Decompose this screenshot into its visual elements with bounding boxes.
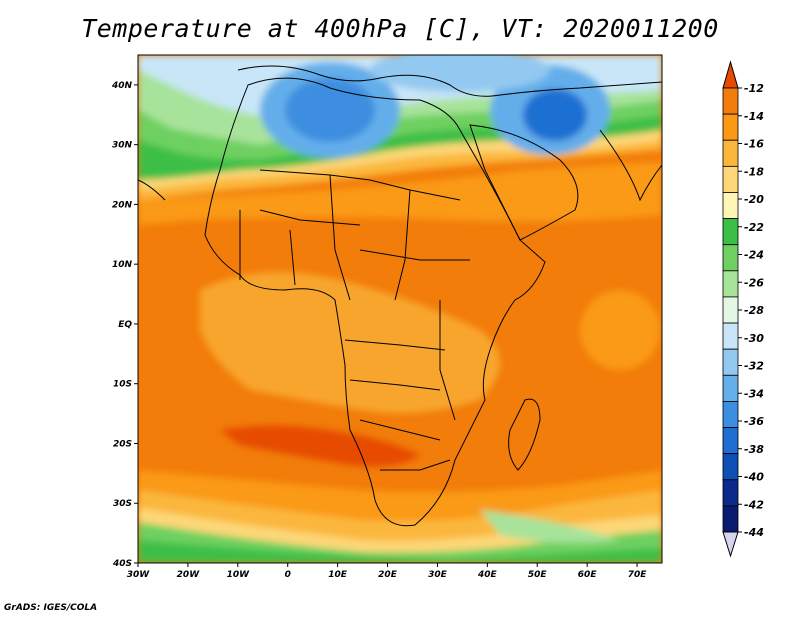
colorbar-segment [722, 348, 739, 376]
lon-tick-label: 10W [227, 570, 251, 580]
colorbar-label: -42 [744, 498, 764, 511]
colorbar-bottom-cap [722, 531, 739, 558]
colorbar-label: -44 [744, 526, 764, 539]
colorbar-segment [722, 270, 739, 298]
colorbar-segment [722, 374, 739, 402]
colorbar-label: -40 [744, 471, 764, 484]
colorbar-label: -34 [744, 387, 764, 400]
lon-tick-label: 0 [285, 570, 291, 580]
lat-tick-label: 10S [113, 380, 132, 390]
lat-tick-label: 40N [111, 81, 133, 91]
colorbar-label: -24 [744, 249, 764, 262]
colorbar-label: -18 [744, 165, 764, 178]
colorbar-segment [722, 218, 739, 246]
colorbar-label: -38 [744, 443, 764, 456]
colorbar-label: -14 [744, 110, 764, 123]
colorbar-label: -26 [744, 276, 764, 289]
colorbar-segment [722, 505, 739, 533]
longitude-axis: 30W 20W 10W 0 10E 20E 30E 40E 50E 60E 70E [127, 563, 647, 580]
colorbar-segment [722, 453, 739, 481]
africa-coastline [138, 65, 662, 527]
credit-text: GrADS: IGES/COLA [4, 603, 98, 613]
lat-tick-label: 20N [112, 200, 133, 210]
lon-tick-label: 30E [428, 570, 448, 580]
colorbar-top-cap [722, 60, 739, 89]
lat-tick-label: 30S [113, 499, 132, 509]
colorbar-segment [722, 192, 739, 219]
colorbar-segment [722, 87, 739, 115]
colorbar-segment [722, 401, 739, 428]
colorbar-segment [722, 296, 739, 324]
latitude-axis: 40N 30N 20N 10N EQ 10S 20S 30S 40S [111, 81, 138, 569]
lon-tick-label: 10E [328, 570, 348, 580]
colorbar: -12 -14 -16 -18 -20 -22 -24 -26 -28 -30 -32 -34 -36 -… [722, 60, 764, 558]
lat-tick-label: 30N [112, 141, 133, 151]
colorbar-segment [722, 322, 739, 350]
plot-frame [137, 54, 663, 564]
lat-tick-label: EQ [118, 320, 132, 330]
lat-tick-label: 20S [113, 439, 132, 449]
lat-tick-label: 10N [112, 260, 133, 270]
colorbar-label: -12 [744, 82, 764, 95]
temperature-field [138, 55, 662, 563]
colorbar-segment [722, 244, 739, 272]
lon-tick-label: 50E [528, 570, 548, 580]
colorbar-segment [722, 165, 739, 193]
chart-title: Temperature at 400hPa [C], VT: 202001120… [81, 14, 719, 43]
lon-tick-label: 30W [127, 570, 151, 580]
colorbar-label: -28 [744, 304, 764, 317]
lon-tick-label: 60E [578, 570, 598, 580]
lon-tick-label: 20E [378, 570, 398, 580]
lat-tick-label: 40S [112, 559, 132, 569]
colorbar-label: -32 [744, 360, 764, 373]
colorbar-label: -30 [744, 332, 764, 345]
colorbar-segment [722, 139, 739, 167]
colorbar-label: -20 [744, 193, 764, 206]
colorbar-segment [722, 479, 739, 507]
colorbar-label: -16 [744, 138, 764, 151]
colorbar-label: -36 [744, 415, 764, 428]
colorbar-label: -22 [744, 221, 764, 234]
lon-tick-label: 40E [477, 570, 498, 580]
colorbar-segment [722, 113, 739, 141]
colorbar-segment [722, 427, 739, 455]
lon-tick-label: 20W [177, 570, 201, 580]
lon-tick-label: 70E [628, 570, 648, 580]
